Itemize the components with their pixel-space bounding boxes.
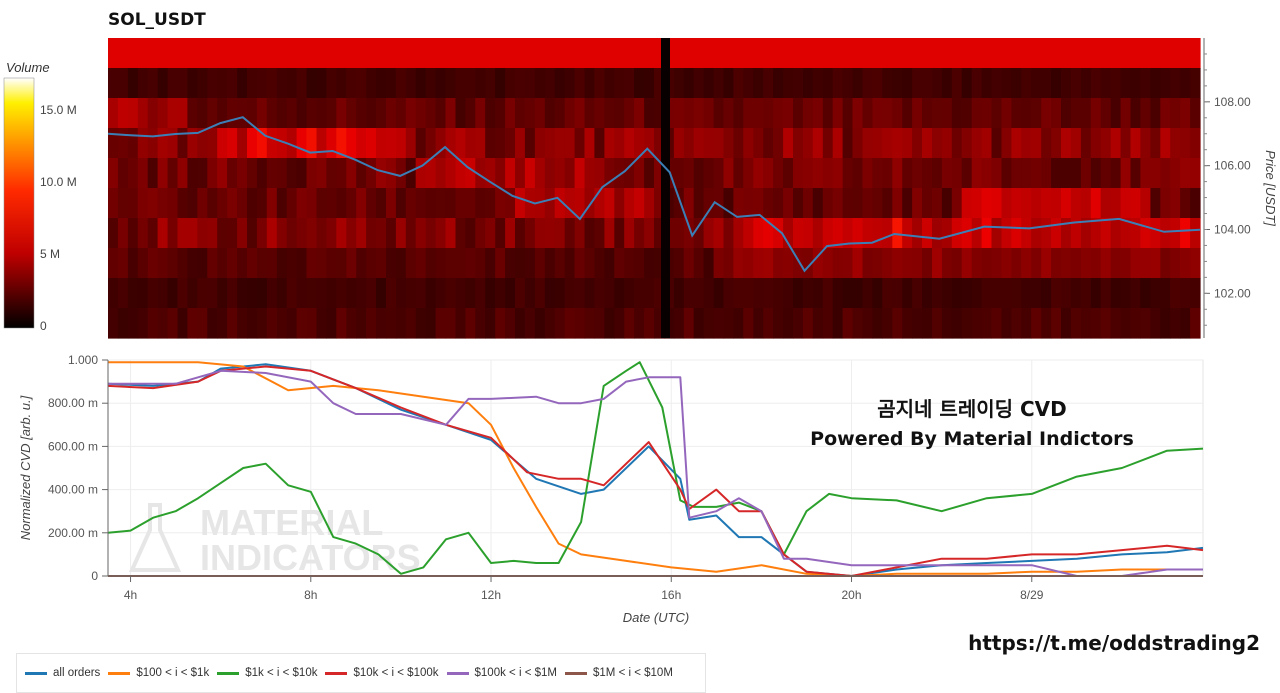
colorbar [3, 77, 35, 329]
legend-item[interactable]: $10k < i < $100k [325, 667, 439, 679]
legend-label: $100k < i < $1M [474, 667, 557, 679]
legend: all orders $100 < i < $1k $1k < i < $10k $1… [16, 653, 706, 693]
legend-label: $100 < i < $1k [136, 667, 210, 679]
colorbar-tick: 10.0 M [40, 175, 77, 189]
legend-label: $1M < i < $10M [593, 667, 673, 679]
cvd-axis: 1.000 800.00 m 600.00 m 400.00 m 200.00 m 0 4h… [18, 353, 1203, 625]
cvd-line--100-i-1k [108, 361, 1203, 577]
colorbar-label: Volume [6, 60, 50, 75]
cvd-line--100k-i-1m [108, 369, 1203, 577]
legend-label: $1k < i < $10k [245, 667, 318, 679]
cvd-tick: 200.00 m [48, 526, 98, 540]
legend-item[interactable]: $100k < i < $1M [446, 667, 557, 679]
cvd-tick: 400.00 m [48, 483, 98, 497]
overlay-caption: 곰지네 트레이딩 CVD Powered By Material Indicto… [742, 393, 1202, 450]
x-axis-label: Date (UTC) [623, 610, 689, 625]
colorbar-tick: 15.0 M [40, 103, 77, 117]
chart-title: SOL_USDT [108, 10, 206, 30]
price-axis-label: Price [USDT] [1263, 150, 1278, 226]
price-tick: 108.00 [1214, 95, 1251, 109]
legend-label: $10k < i < $100k [353, 667, 439, 679]
flask-icon [128, 503, 182, 572]
price-line [107, 116, 1201, 273]
watermark-line1: MATERIAL [200, 502, 383, 543]
x-tick: 20h [842, 588, 862, 602]
cvd-line--10k-i-100k [107, 365, 1204, 577]
cvd-tick: 600.00 m [48, 439, 98, 453]
legend-swatch [325, 671, 348, 675]
cvd-line--1k-i-10k [107, 361, 1204, 575]
legend-swatch [446, 671, 469, 675]
x-tick: 8h [304, 588, 317, 602]
telegram-link[interactable]: https://t.me/oddstrading2 [968, 631, 1260, 655]
overlay-line1: 곰지네 트레이딩 CVD [877, 397, 1067, 421]
legend-swatch [565, 671, 587, 675]
legend-item[interactable]: $1M < i < $10M [565, 667, 673, 679]
volume-heatmap [108, 38, 1201, 339]
price-tick: 106.00 [1214, 159, 1251, 173]
legend-label: all orders [53, 667, 101, 679]
x-tick: 8/29 [1020, 588, 1044, 602]
price-tick: 102.00 [1214, 286, 1251, 300]
legend-item[interactable]: $100 < i < $1k [108, 667, 209, 679]
legend-swatch [108, 671, 131, 675]
watermark-line2: INDICATORS [200, 537, 421, 578]
legend-swatch [217, 671, 240, 675]
cvd-tick: 0 [91, 569, 98, 583]
colorbar-ticks: 15.0 M 10.0 M 5 M 0 [40, 103, 77, 333]
overlay-line2: Powered By Material Indictors [810, 428, 1134, 450]
cvd-tick: 1.000 [68, 353, 98, 367]
cvd-axis-label: Normalized CVD [arb. u.] [18, 395, 33, 540]
colorbar-tick: 5 M [40, 247, 60, 261]
x-tick: 16h [661, 588, 681, 602]
colorbar-tick: 0 [40, 319, 47, 333]
legend-swatch [25, 671, 47, 675]
x-tick: 12h [481, 588, 501, 602]
legend-item[interactable]: $1k < i < $10k [217, 667, 317, 679]
x-tick: 4h [124, 588, 137, 602]
price-axis: 108.00 106.00 104.00 102.00 Price [USDT] [1203, 38, 1278, 338]
cvd-tick: 800.00 m [48, 396, 98, 410]
legend-item[interactable]: all orders [25, 667, 100, 679]
price-tick: 104.00 [1214, 222, 1251, 236]
